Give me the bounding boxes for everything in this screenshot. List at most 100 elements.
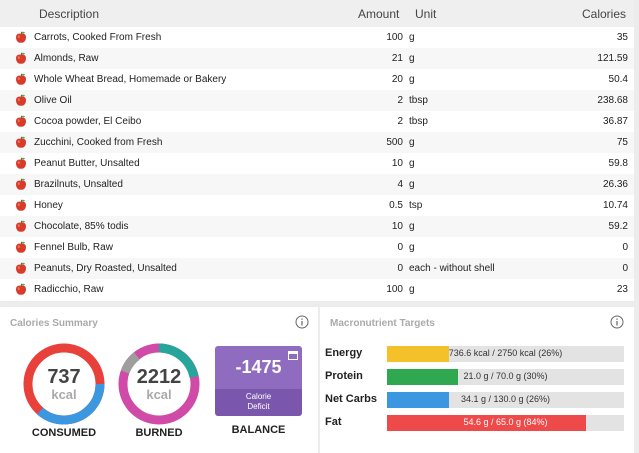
- table-row[interactable]: Peanuts, Dry Roasted, Unsalted 0 each - wi…: [0, 258, 634, 279]
- food-description[interactable]: Chocolate, 85% todis: [34, 221, 129, 232]
- burned-value: 2212: [136, 366, 182, 388]
- balance-sub-line1: Calorie: [245, 392, 272, 401]
- macronutrient-targets-card: Macronutrient Targets Energy 736.6 kcal /…: [320, 307, 634, 453]
- macro-label: Energy: [325, 347, 363, 359]
- food-amount[interactable]: 10: [391, 221, 403, 232]
- table-row[interactable]: Chocolate, 85% todis 10 g 59.2: [0, 216, 634, 237]
- macro-progress-text: 736.6 kcal / 2750 kcal (26%): [448, 348, 563, 358]
- food-description[interactable]: Whole Wheat Bread, Homemade or Bakery: [34, 74, 227, 85]
- food-calories: 50.4: [608, 74, 628, 85]
- food-unit[interactable]: tbsp: [409, 116, 428, 127]
- macro-progress-fill: [387, 415, 586, 431]
- info-icon[interactable]: [295, 315, 309, 329]
- macro-progress-track: 34.1 g / 130.0 g (26%): [387, 392, 624, 408]
- food-calories: 0: [622, 263, 628, 274]
- table-row[interactable]: Whole Wheat Bread, Homemade or Bakery 20 g…: [0, 69, 634, 90]
- food-calories: 75: [616, 137, 628, 148]
- apple-icon: [16, 115, 26, 127]
- food-amount[interactable]: 10: [391, 158, 403, 169]
- food-amount[interactable]: 4: [397, 179, 403, 190]
- calendar-icon[interactable]: [288, 350, 298, 360]
- table-row[interactable]: Cocoa powder, El Ceibo 2 tbsp 36.87: [0, 111, 634, 132]
- food-amount[interactable]: 20: [391, 74, 403, 85]
- table-row[interactable]: Radicchio, Raw 100 g 23: [0, 279, 634, 300]
- food-description[interactable]: Brazilnuts, Unsalted: [34, 179, 123, 190]
- table-row[interactable]: Olive Oil 2 tbsp 238.68: [0, 90, 634, 111]
- food-diary-table: Description Amount Unit Calories Carrots…: [0, 0, 634, 301]
- food-description[interactable]: Cocoa powder, El Ceibo: [34, 116, 142, 127]
- food-amount[interactable]: 500: [386, 137, 403, 148]
- macro-progress-fill: [387, 392, 449, 408]
- food-description[interactable]: Olive Oil: [34, 95, 72, 106]
- food-amount[interactable]: 100: [386, 32, 403, 43]
- food-description[interactable]: Peanut Butter, Unsalted: [34, 158, 140, 169]
- macro-label: Net Carbs: [325, 393, 377, 405]
- header-amount[interactable]: Amount: [358, 7, 400, 21]
- food-amount[interactable]: 0: [397, 263, 403, 274]
- table-row[interactable]: Peanut Butter, Unsalted 10 g 59.8: [0, 153, 634, 174]
- burned-label: BURNED: [135, 427, 183, 439]
- macro-row-protein: Protein 21.0 g / 70.0 g (30%): [325, 367, 625, 387]
- food-unit[interactable]: g: [409, 284, 415, 295]
- apple-icon: [16, 262, 26, 274]
- apple-icon: [16, 220, 26, 232]
- food-description[interactable]: Radicchio, Raw: [34, 284, 104, 295]
- food-amount[interactable]: 21: [391, 53, 403, 64]
- food-calories: 59.2: [608, 221, 628, 232]
- balance-tile[interactable]: -1475 Calorie Deficit: [215, 346, 302, 416]
- food-calories: 59.8: [608, 158, 628, 169]
- food-description[interactable]: Peanuts, Dry Roasted, Unsalted: [34, 263, 177, 274]
- food-unit[interactable]: each - without shell: [409, 263, 495, 274]
- header-calories[interactable]: Calories: [581, 7, 626, 21]
- calories-summary-card: Calories Summary 737 kcal CONSUMED 2212 …: [0, 307, 318, 453]
- header-description[interactable]: Description: [39, 7, 100, 21]
- balance-sub-line2: Deficit: [247, 402, 270, 411]
- food-description[interactable]: Carrots, Cooked From Fresh: [34, 32, 162, 43]
- food-description[interactable]: Fennel Bulb, Raw: [34, 242, 113, 253]
- apple-icon: [16, 283, 26, 295]
- macro-progress-track: 736.6 kcal / 2750 kcal (26%): [387, 346, 624, 362]
- food-amount[interactable]: 0.5: [389, 200, 403, 211]
- food-unit[interactable]: g: [409, 137, 415, 148]
- macro-progress-fill: [387, 346, 449, 362]
- food-calories: 10.74: [602, 200, 628, 211]
- burned-unit: kcal: [146, 387, 172, 402]
- food-unit[interactable]: g: [409, 74, 415, 85]
- food-calories: 36.87: [602, 116, 628, 127]
- info-icon[interactable]: [610, 315, 624, 329]
- macronutrient-targets-title: Macronutrient Targets: [330, 318, 435, 329]
- macro-progress-track: 21.0 g / 70.0 g (30%): [387, 369, 624, 385]
- macro-progress-track: 54.6 g / 65.0 g (84%): [387, 415, 624, 431]
- table-header: Description Amount Unit Calories: [0, 0, 634, 27]
- food-amount[interactable]: 2: [397, 116, 403, 127]
- table-row[interactable]: Zucchini, Cooked from Fresh 500 g 75: [0, 132, 634, 153]
- table-row[interactable]: Brazilnuts, Unsalted 4 g 26.36: [0, 174, 634, 195]
- apple-icon: [16, 52, 26, 64]
- table-row[interactable]: Almonds, Raw 21 g 121.59: [0, 48, 634, 69]
- food-unit[interactable]: g: [409, 242, 415, 253]
- food-calories: 35: [616, 32, 628, 43]
- food-amount[interactable]: 100: [386, 284, 403, 295]
- food-description[interactable]: Zucchini, Cooked from Fresh: [34, 137, 163, 148]
- food-unit[interactable]: g: [409, 179, 415, 190]
- balance-tile-top: [215, 346, 302, 389]
- food-calories: 0: [622, 242, 628, 253]
- macro-label: Fat: [325, 416, 342, 428]
- food-unit[interactable]: g: [409, 32, 415, 43]
- food-amount[interactable]: 2: [397, 95, 403, 106]
- food-description[interactable]: Honey: [34, 200, 63, 211]
- table-row[interactable]: Honey 0.5 tsp 10.74: [0, 195, 634, 216]
- food-unit[interactable]: g: [409, 158, 415, 169]
- macro-progress-fill: [387, 369, 458, 385]
- macro-row-fat: Fat 54.6 g / 65.0 g (84%): [325, 413, 625, 433]
- header-unit[interactable]: Unit: [415, 7, 437, 21]
- table-row[interactable]: Fennel Bulb, Raw 0 g 0: [0, 237, 634, 258]
- food-amount[interactable]: 0: [397, 242, 403, 253]
- food-unit[interactable]: tbsp: [409, 95, 428, 106]
- apple-icon: [16, 241, 26, 253]
- food-unit[interactable]: g: [409, 53, 415, 64]
- food-unit[interactable]: g: [409, 221, 415, 232]
- table-row[interactable]: Carrots, Cooked From Fresh 100 g 35: [0, 27, 634, 48]
- food-unit[interactable]: tsp: [409, 200, 423, 211]
- food-description[interactable]: Almonds, Raw: [34, 53, 99, 64]
